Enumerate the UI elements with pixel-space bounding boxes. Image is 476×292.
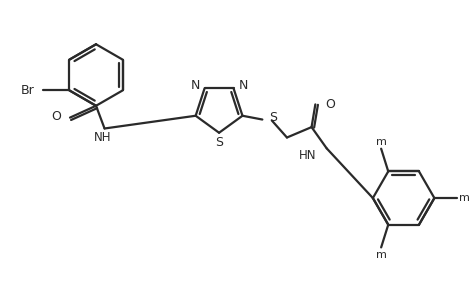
- Text: Br: Br: [21, 84, 35, 97]
- Text: O: O: [51, 110, 61, 123]
- Text: m: m: [376, 137, 387, 147]
- Text: N: N: [190, 79, 200, 92]
- Text: S: S: [269, 111, 278, 124]
- Text: HN: HN: [299, 149, 316, 162]
- Text: m: m: [459, 193, 470, 203]
- Text: m: m: [376, 249, 387, 260]
- Text: S: S: [215, 136, 223, 149]
- Text: O: O: [325, 98, 335, 111]
- Text: NH: NH: [93, 131, 111, 145]
- Text: N: N: [238, 79, 248, 92]
